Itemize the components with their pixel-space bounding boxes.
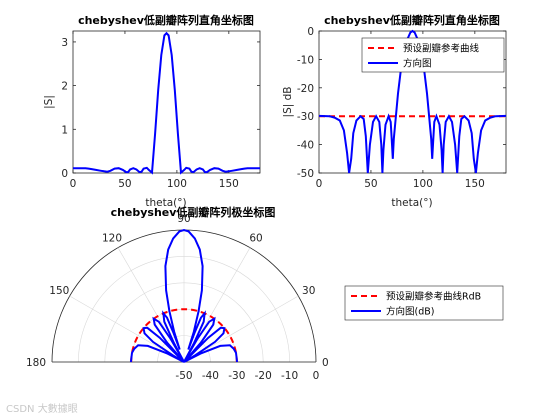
subplot-linear-pattern-line: [73, 31, 260, 175]
subplot-db-legend-label-pattern: 方向图: [403, 58, 432, 70]
subplot-linear-xtick-label: 100: [167, 178, 187, 190]
subplot-linear-ticks: 0 50 100 150 0 1 2 3: [61, 31, 260, 190]
subplot-linear-axes-box: [72, 30, 261, 174]
subplot-db-xlabel: theta(°): [391, 197, 432, 209]
polar-angle-label: 120: [102, 232, 122, 244]
subplot-linear-xtick-label: 0: [70, 178, 77, 190]
polar-radius-label: -30: [228, 370, 245, 382]
subplot-linear-xtick-label: 150: [219, 178, 239, 190]
subplot-db-pattern-line: [318, 29, 507, 174]
subplot-linear-title: chebyshev低副瓣阵列直角坐标图: [78, 13, 254, 27]
subplot-db-ticks: 0 50 100 150 0 -10 -20 -30 -40 -50: [297, 26, 506, 190]
subplot-linear-ytick-label: 3: [61, 37, 68, 49]
subplot-db-ytick-label: -40: [297, 140, 314, 152]
subplot-db-xtick-label: 50: [364, 178, 377, 190]
polar-angle-label: 60: [249, 232, 262, 244]
subplot-db-legend-box: [361, 37, 505, 73]
polar-radius-label: -50: [175, 370, 192, 382]
subplot-linear-xtick-label: 50: [118, 178, 131, 190]
subplot-polar-reference-arc: [130, 308, 238, 363]
subplot-linear-ytick-label: 0: [61, 168, 68, 180]
subplot-db-ytick-label: -10: [297, 54, 314, 66]
subplot-polar-legend-label-pattern: 方向图(dB): [386, 306, 434, 318]
subplot-polar-title: chebyshev低副瓣阵列极坐标图: [111, 205, 276, 219]
polar-angle-label: 180: [26, 357, 46, 369]
polar-radius-label: -20: [255, 370, 272, 382]
subplot-polar-legend-label-reference: 预设副瓣参考曲线RdB: [386, 291, 481, 303]
subplot-linear: chebyshev低副瓣阵列直角坐标图 0 50 100 150 0 1 2 3 theta(…: [43, 13, 261, 209]
subplot-db-legend-label-reference: 预设副瓣参考曲线: [403, 43, 480, 55]
subplot-db-xtick-label: 150: [465, 178, 485, 190]
subplot-db-title: chebyshev低副瓣阵列直角坐标图: [324, 13, 500, 27]
subplot-db-ylabel: |S| dB: [282, 87, 294, 118]
polar-angle-label: 90: [177, 213, 190, 225]
polar-radius-label: 0: [313, 370, 320, 382]
subplot-db-ytick-label: 0: [307, 26, 314, 38]
subplot-db-ytick-label: -30: [297, 111, 314, 123]
subplot-db-xtick-label: 100: [413, 178, 433, 190]
subplot-polar-tick-labels: 0 30 60 90 120 150 180 -50 -40 -30 -20 -10 0: [26, 213, 329, 382]
subplot-linear-xlabel: theta(°): [145, 197, 186, 209]
subplot-db-xtick-label: 0: [316, 178, 323, 190]
subplot-linear-ylabel: |S|: [43, 95, 55, 109]
polar-angle-label: 0: [322, 357, 329, 369]
subplot-polar-legend-box: [344, 285, 504, 321]
subplot-db: chebyshev低副瓣阵列直角坐标图 0 50 100 150 0 -10 -20 -30 -…: [282, 13, 507, 209]
subplot-polar-pattern-line: [129, 228, 239, 363]
polar-radius-label: -40: [202, 370, 219, 382]
polar-angle-label: 150: [49, 285, 69, 297]
subplot-db-legend: 预设副瓣参考曲线 方向图: [361, 37, 505, 73]
polar-angle-label: 30: [302, 285, 315, 297]
subplot-linear-ytick-label: 2: [61, 81, 68, 93]
subplot-linear-ytick-label: 1: [61, 124, 68, 136]
subplot-polar-legend: 预设副瓣参考曲线RdB 方向图(dB): [344, 285, 504, 321]
polar-radius-label: -10: [281, 370, 298, 382]
subplot-db-ytick-label: -20: [297, 83, 314, 95]
subplot-db-ytick-label: -50: [297, 168, 314, 180]
watermark: CSDN 大數據眼: [6, 402, 78, 415]
subplot-polar: chebyshev低副瓣阵列极坐标图 0 30 60 90 120 150 180 -50 -4…: [26, 205, 504, 382]
